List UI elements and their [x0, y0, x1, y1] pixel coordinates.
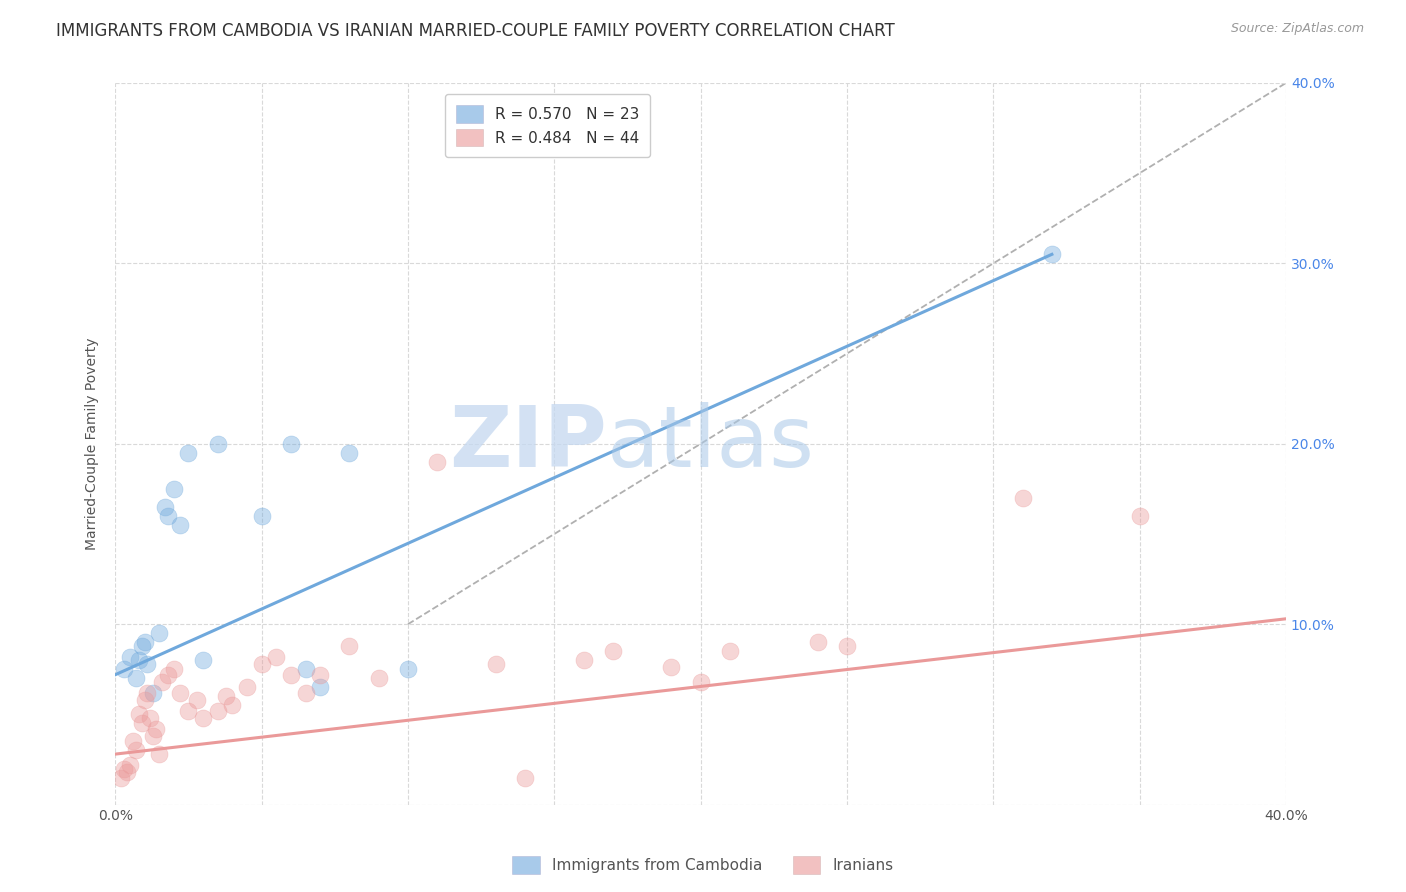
Point: [807, 635, 830, 649]
Point: [602, 644, 624, 658]
Point: [294, 662, 316, 676]
Point: [718, 644, 741, 658]
Point: [572, 653, 595, 667]
Point: [309, 667, 332, 681]
Point: [142, 686, 165, 700]
Point: [1011, 491, 1033, 505]
Point: [207, 704, 229, 718]
Point: [177, 446, 200, 460]
Text: Source: ZipAtlas.com: Source: ZipAtlas.com: [1230, 22, 1364, 36]
Point: [145, 722, 167, 736]
Point: [215, 690, 238, 704]
Point: [128, 653, 150, 667]
Point: [221, 698, 243, 713]
Point: [309, 681, 332, 695]
Point: [139, 711, 162, 725]
Point: [148, 626, 170, 640]
Point: [339, 446, 361, 460]
Point: [264, 649, 287, 664]
Point: [191, 711, 214, 725]
Point: [128, 707, 150, 722]
Point: [121, 734, 143, 748]
Point: [191, 653, 214, 667]
Point: [136, 657, 159, 671]
Point: [250, 657, 273, 671]
Point: [163, 482, 186, 496]
Point: [169, 686, 191, 700]
Point: [236, 681, 259, 695]
Point: [689, 674, 711, 689]
Point: [156, 508, 179, 523]
Point: [136, 686, 159, 700]
Point: [125, 671, 148, 685]
Point: [112, 662, 135, 676]
Point: [163, 662, 186, 676]
Point: [835, 639, 858, 653]
Point: [513, 771, 536, 785]
Point: [1129, 508, 1152, 523]
Point: [1040, 247, 1063, 261]
Point: [250, 508, 273, 523]
Point: [142, 729, 165, 743]
Text: ZIP: ZIP: [450, 402, 607, 485]
Point: [339, 639, 361, 653]
Point: [156, 667, 179, 681]
Point: [131, 639, 153, 653]
Y-axis label: Married-Couple Family Poverty: Married-Couple Family Poverty: [86, 337, 100, 550]
Point: [485, 657, 508, 671]
Point: [280, 667, 302, 681]
Point: [294, 686, 316, 700]
Point: [396, 662, 419, 676]
Text: atlas: atlas: [607, 402, 815, 485]
Legend: R = 0.570   N = 23, R = 0.484   N = 44: R = 0.570 N = 23, R = 0.484 N = 44: [444, 95, 651, 157]
Point: [134, 635, 156, 649]
Point: [661, 660, 683, 674]
Point: [153, 500, 176, 514]
Legend: Immigrants from Cambodia, Iranians: Immigrants from Cambodia, Iranians: [506, 850, 900, 880]
Point: [186, 693, 208, 707]
Point: [125, 743, 148, 757]
Point: [134, 693, 156, 707]
Point: [426, 455, 449, 469]
Point: [150, 674, 173, 689]
Point: [112, 762, 135, 776]
Point: [367, 671, 389, 685]
Point: [177, 704, 200, 718]
Point: [118, 649, 141, 664]
Point: [131, 716, 153, 731]
Point: [280, 437, 302, 451]
Point: [148, 747, 170, 761]
Point: [169, 518, 191, 533]
Text: IMMIGRANTS FROM CAMBODIA VS IRANIAN MARRIED-COUPLE FAMILY POVERTY CORRELATION CH: IMMIGRANTS FROM CAMBODIA VS IRANIAN MARR…: [56, 22, 896, 40]
Point: [110, 771, 132, 785]
Point: [118, 758, 141, 772]
Point: [115, 765, 138, 780]
Point: [207, 437, 229, 451]
